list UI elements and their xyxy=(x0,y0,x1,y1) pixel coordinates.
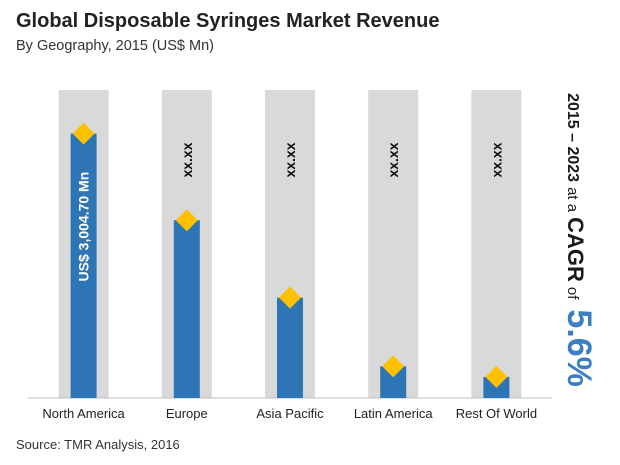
cagr-label: CAGR xyxy=(563,217,588,282)
category-label: Asia Pacific xyxy=(256,406,324,421)
category-labels: North America Europe Asia Pacific Latin Ame… xyxy=(42,406,537,421)
bar-marker xyxy=(485,365,508,388)
chart-source: Source: TMR Analysis, 2016 xyxy=(16,437,180,452)
bar xyxy=(70,133,97,398)
cagr-value: 5.6% xyxy=(560,309,598,387)
category-label: Europe xyxy=(166,406,208,421)
column-background xyxy=(368,90,419,398)
chart-title: Global Disposable Syringes Market Revenu… xyxy=(16,10,440,32)
data-label: xx.xx xyxy=(179,142,195,177)
category-label: Rest Of World xyxy=(456,406,537,421)
bar xyxy=(277,297,303,398)
chart-subtitle: By Geography, 2015 (US$ Mn) xyxy=(16,38,214,54)
column-background xyxy=(471,90,522,398)
cagr-callout: 2015 – 2023 at a CAGR of 5.6% xyxy=(558,80,598,400)
bars: US$ 3,004.70 Mn xx.xx xx.xx xx.xx xx.xx xyxy=(70,122,510,398)
bar xyxy=(173,220,200,398)
data-label: US$ 3,004.70 Mn xyxy=(76,172,92,282)
cagr-at-a: at a xyxy=(564,187,581,213)
bar-marker xyxy=(175,209,198,232)
cagr-period: 2015 – 2023 xyxy=(564,93,581,183)
category-label: Latin America xyxy=(354,406,434,421)
bar-marker xyxy=(72,122,95,145)
bar-marker xyxy=(382,355,405,378)
data-label: xx.xx xyxy=(282,142,298,177)
category-label: North America xyxy=(42,406,125,421)
cagr-of: of xyxy=(564,286,581,300)
data-label: xx.xx xyxy=(488,142,504,177)
bar-marker xyxy=(279,286,301,309)
data-label: xx.xx xyxy=(385,142,401,177)
